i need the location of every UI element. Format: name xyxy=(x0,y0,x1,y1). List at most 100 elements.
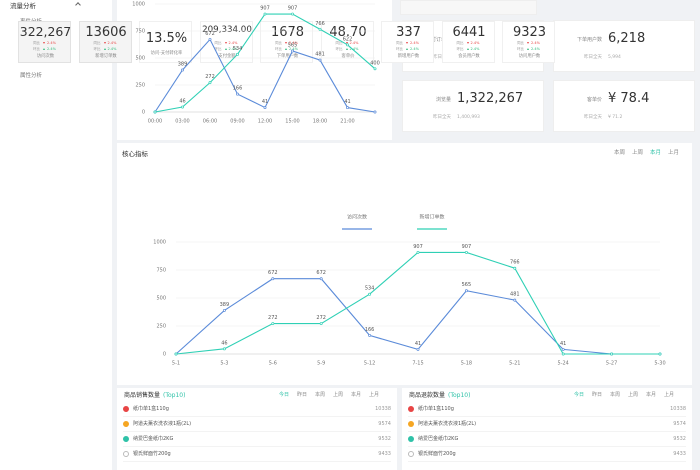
data-point xyxy=(291,12,294,16)
data-point xyxy=(319,277,323,281)
legend-label: 新增订单数 xyxy=(419,214,444,221)
metric-value: 48.70 xyxy=(329,25,367,40)
row-value: 9574 xyxy=(673,420,686,427)
rank-dot xyxy=(123,421,129,427)
kpi-label: 下单用户数 xyxy=(576,37,602,43)
kpi-card: 客单价 ¥ 78.4 昨日全天 ¥ 71.2 xyxy=(553,80,695,132)
row-value: 10338 xyxy=(375,405,391,412)
metric-label: 访问次数 xyxy=(36,54,55,59)
trend-arrow xyxy=(527,42,529,44)
data-point xyxy=(222,347,226,351)
y-tick-label: 1000 xyxy=(153,240,166,246)
kpi-value: 6,218 xyxy=(608,31,646,46)
row-divider xyxy=(408,416,686,417)
table-tab[interactable]: 今日 xyxy=(574,392,585,398)
table-tab[interactable]: 昨日 xyxy=(297,392,308,398)
metric-value: 322,267 xyxy=(19,24,72,39)
metric-compare-label: 同比 xyxy=(517,41,524,45)
data-label: 41 xyxy=(560,341,566,347)
data-point xyxy=(464,289,468,293)
data-label: 481 xyxy=(510,292,520,298)
metric-compare: 2.4% xyxy=(47,47,56,51)
metric-compare-label: 同比 xyxy=(93,41,101,45)
table-tab[interactable]: 上周 xyxy=(333,392,344,398)
metric-card: 13.5% 访问-支付转化率 xyxy=(139,21,192,63)
data-label: 389 xyxy=(220,302,230,308)
table-tab[interactable]: 今日 xyxy=(279,392,290,398)
row-value: 9433 xyxy=(378,450,391,457)
metric-compare: 2.4% xyxy=(410,41,419,45)
row-name: 纸巾单1盒110g xyxy=(133,405,169,412)
data-point xyxy=(271,322,275,325)
data-point xyxy=(181,105,184,109)
metric-value: 9323 xyxy=(512,25,547,40)
data-point xyxy=(513,298,517,302)
kpi-sub-label: 昨日全天 xyxy=(433,115,451,120)
trend-arrow xyxy=(43,48,45,50)
core-tab[interactable]: 本周 xyxy=(614,150,626,156)
kpi-label: 浏览量 xyxy=(435,97,451,103)
x-tick-label: 5-18 xyxy=(461,361,472,367)
x-tick-label: 5-1 xyxy=(172,361,180,367)
kpi-sub-label: 昨日全天 xyxy=(584,115,602,120)
x-tick-label: 09:00 xyxy=(230,119,244,125)
table-tab[interactable]: 本月 xyxy=(646,392,657,398)
table-tab[interactable]: 上周 xyxy=(628,392,639,398)
data-label: 672 xyxy=(268,270,278,276)
row-name: 阿道夫薰衣洗衣液1瓶(2L) xyxy=(418,420,477,427)
x-tick-label: 12:00 xyxy=(258,119,272,125)
table-tab[interactable]: 上月 xyxy=(664,392,675,398)
row-name: 纳爱巴金纸巾2KG xyxy=(418,435,459,442)
data-label: 272 xyxy=(316,315,326,321)
data-point xyxy=(181,68,184,72)
table-panel: 商品销售数量 (Top10) 今日 昨日 本周 上周 本月 上月 纸巾单1盒110g 10338 阿… xyxy=(117,388,397,470)
data-label: 907 xyxy=(413,244,423,250)
metric-label: 会员用户数 xyxy=(458,54,480,59)
row-name: 纳爱巴金纸巾2KG xyxy=(133,435,174,442)
data-point xyxy=(236,92,239,96)
core-tab[interactable]: 本月 xyxy=(650,150,662,156)
metric-compare-label: 环比 xyxy=(33,47,40,51)
data-point xyxy=(513,266,517,270)
metric-value: 1678 xyxy=(270,25,305,40)
trend-arrow xyxy=(224,42,227,44)
metric-label: 客单价 xyxy=(341,54,355,59)
table-tab[interactable]: 昨日 xyxy=(592,392,603,398)
data-label: 672 xyxy=(316,270,326,276)
metric-label: 访问-支付转化率 xyxy=(150,51,183,56)
metric-compare: 2.4% xyxy=(228,47,238,51)
rank-dot xyxy=(408,406,414,412)
data-label: 534 xyxy=(233,46,243,52)
metric-compare: 2.4% xyxy=(470,41,480,45)
table-tab[interactable]: 上月 xyxy=(369,392,380,398)
table-title: 商品退款数量 xyxy=(409,392,446,399)
x-tick-label: 5-24 xyxy=(558,361,569,367)
y-tick-label: 0 xyxy=(142,110,145,116)
data-label: 41 xyxy=(262,99,268,105)
row-value: 9433 xyxy=(673,450,686,457)
data-point xyxy=(318,58,322,62)
data-label: 907 xyxy=(462,244,472,250)
core-tab[interactable]: 上周 xyxy=(632,150,644,156)
data-label: 389 xyxy=(178,61,188,67)
y-tick-label: 750 xyxy=(135,29,145,35)
metric-compare: 2.4% xyxy=(349,41,359,45)
data-label: 46 xyxy=(221,340,227,346)
row-value: 9532 xyxy=(378,435,391,442)
table-tag: (Top10) xyxy=(163,392,186,399)
table-tab[interactable]: 本周 xyxy=(610,392,621,398)
data-label: 766 xyxy=(315,21,325,27)
table-tab[interactable]: 本月 xyxy=(351,392,362,398)
table-tab[interactable]: 本周 xyxy=(315,392,326,398)
metric-compare-label: 同比 xyxy=(456,41,464,45)
y-tick-label: 750 xyxy=(156,268,166,274)
row-name: 阿道夫薰衣洗衣液1瓶(2L) xyxy=(133,420,192,427)
data-point xyxy=(561,347,565,351)
core-tab[interactable]: 上月 xyxy=(668,150,680,156)
metric-value: 13.5% xyxy=(145,31,188,46)
metric-label: 访问用户数 xyxy=(518,54,541,59)
data-point xyxy=(174,352,178,356)
table-panel: 商品退款数量 (Top10) 今日 昨日 本周 上周 本月 上月 纸巾单1盒110g 10338 阿… xyxy=(402,388,692,470)
sidebar-item[interactable]: 属性分析 xyxy=(20,73,43,79)
metric-compare: 2.4% xyxy=(107,41,117,45)
